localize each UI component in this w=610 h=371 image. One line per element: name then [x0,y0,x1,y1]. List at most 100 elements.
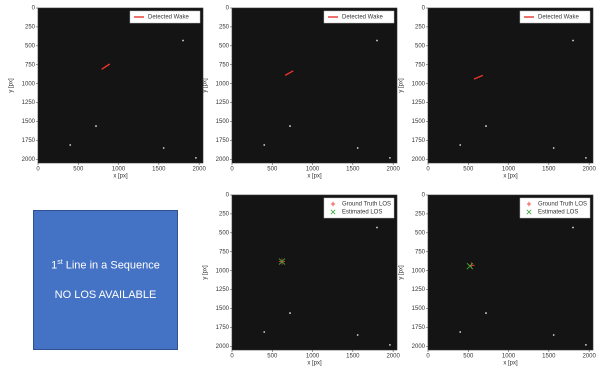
y-tick-label: 2000 [412,344,426,350]
y-tick-label: 250 [415,24,426,30]
y-axis-label: y [px] [9,78,15,93]
x-tick-label: 0 [426,167,430,173]
star [553,147,555,149]
y-axis-label: y [px] [203,78,209,93]
x-tick-label: 2000 [386,354,400,360]
y-tick-label: 0 [226,6,230,12]
legend-label: Detected Wake [342,15,383,21]
legend-label: Estimated LOS [342,210,382,216]
legend-label: Detected Wake [538,15,579,21]
star [572,40,574,42]
y-tick-label: 2000 [22,157,36,163]
x-tick-label: 500 [463,354,474,360]
star [485,312,487,314]
y-tick-label: 2000 [412,157,426,163]
x-tick-label: 1000 [502,167,516,173]
star [376,227,378,229]
y-tick-label: 2000 [216,157,230,163]
y-tick-label: 500 [219,230,230,236]
star [195,157,197,159]
x-tick-label: 2000 [582,167,596,173]
star [389,157,391,159]
y-tick-label: 500 [219,43,230,49]
x-axis-label: x [px] [113,174,128,180]
y-tick-label: 1000 [22,81,36,87]
x-tick-label: 1500 [542,167,556,173]
note-line2: NO LOS AVAILABLE [34,289,177,301]
y-tick-label: 1500 [216,306,230,312]
x-tick-label: 0 [426,354,430,360]
note-line1: 1st Line in a Sequence [34,259,177,272]
note-box: 1st Line in a Sequence NO LOS AVAILABLE [33,210,178,350]
plot-area [428,8,593,163]
x-tick-label: 1500 [542,354,556,360]
star [357,334,359,336]
star [459,144,461,146]
star [459,331,461,333]
x-tick-label: 500 [267,354,278,360]
y-tick-label: 250 [415,211,426,217]
star [389,344,391,346]
plot-area [38,8,203,163]
star [182,40,184,42]
y-tick-label: 1750 [412,138,426,144]
x-axis-label: x [px] [503,361,518,367]
x-tick-label: 500 [267,167,278,173]
y-tick-label: 1250 [412,287,426,293]
y-tick-label: 250 [25,24,36,30]
y-tick-label: 750 [415,249,426,255]
y-tick-label: 750 [219,62,230,68]
y-tick-label: 1750 [412,325,426,331]
star [553,334,555,336]
y-tick-label: 1750 [216,325,230,331]
y-tick-label: 2000 [216,344,230,350]
y-tick-label: 750 [219,249,230,255]
x-axis-label: x [px] [307,361,322,367]
y-tick-label: 1500 [216,119,230,125]
star [289,312,291,314]
x-tick-label: 0 [230,354,234,360]
star [263,144,265,146]
x-axis-label: x [px] [503,174,518,180]
y-tick-label: 1000 [216,268,230,274]
star [263,331,265,333]
x-tick-label: 0 [36,167,40,173]
note-text: Line in a Sequence [63,259,160,271]
star [585,157,587,159]
star [289,125,291,127]
x-tick-label: 500 [73,167,84,173]
star [485,125,487,127]
star [95,125,97,127]
legend-label: Detected Wake [148,15,189,21]
y-tick-label: 750 [415,62,426,68]
x-tick-label: 2000 [386,167,400,173]
legend-label: Ground Truth LOS [538,202,587,208]
y-axis-label: y [px] [203,265,209,280]
legend-label: Estimated LOS [538,210,578,216]
x-tick-label: 1000 [112,167,126,173]
star [163,147,165,149]
x-tick-label: 2000 [582,354,596,360]
y-tick-label: 1500 [412,306,426,312]
x-tick-label: 1000 [306,354,320,360]
y-tick-label: 1750 [216,138,230,144]
y-tick-label: 0 [422,6,426,12]
y-tick-label: 1250 [216,287,230,293]
y-tick-label: 1250 [22,100,36,106]
panel: 0500100015002000025050075010001250150017… [203,6,401,180]
y-tick-label: 750 [25,62,36,68]
x-tick-label: 1500 [346,354,360,360]
y-tick-label: 250 [219,211,230,217]
y-tick-label: 500 [415,230,426,236]
legend-label: Ground Truth LOS [342,202,391,208]
y-tick-label: 1000 [216,81,230,87]
x-tick-label: 1500 [152,167,166,173]
y-tick-label: 1000 [412,268,426,274]
y-tick-label: 0 [32,6,36,12]
y-tick-label: 1000 [412,81,426,87]
x-tick-label: 500 [463,167,474,173]
